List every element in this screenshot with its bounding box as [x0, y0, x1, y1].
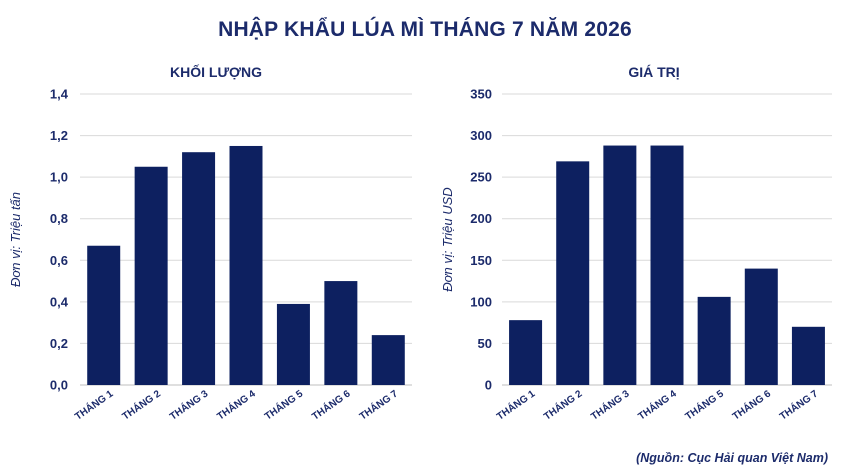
y-tick-label: 150	[470, 253, 492, 268]
y-tick-label: 350	[470, 87, 492, 102]
x-tick-label: THÁNG 5	[682, 387, 726, 423]
x-tick-label: THÁNG 3	[588, 387, 632, 423]
x-tick-label: THÁNG 2	[541, 387, 585, 423]
y-tick-label: 0,0	[50, 378, 68, 393]
y-tick-label: 0,2	[50, 336, 68, 351]
chart-title: GIÁ TRỊ	[628, 64, 679, 80]
y-tick-label: 0,8	[50, 211, 68, 226]
bar	[371, 335, 405, 385]
bar	[744, 268, 778, 385]
bar	[603, 145, 637, 385]
bar	[229, 145, 263, 385]
y-tick-label: 0,6	[50, 253, 68, 268]
chart-title: KHỐI LƯỢNG	[170, 63, 262, 80]
bar	[791, 326, 825, 385]
y-tick-label: 300	[470, 128, 492, 143]
y-tick-label: 1,2	[50, 128, 68, 143]
x-tick-label: THÁNG 4	[635, 387, 679, 423]
page-title: NHẬP KHẨU LÚA MÌ THÁNG 7 NĂM 2026	[218, 18, 632, 41]
bar	[324, 281, 358, 385]
bar	[182, 152, 216, 385]
y-tick-label: 1,0	[50, 170, 68, 185]
y-tick-label: 50	[478, 336, 492, 351]
bar	[697, 296, 731, 385]
bar	[509, 320, 543, 385]
y-tick-label: 0	[485, 378, 492, 393]
y-axis-label: Đơn vị: Triệu USD	[440, 187, 455, 291]
y-tick-label: 200	[470, 211, 492, 226]
y-tick-label: 100	[470, 294, 492, 309]
x-tick-label: THÁNG 6	[730, 387, 774, 423]
y-tick-label: 0,4	[50, 294, 69, 309]
x-tick-label: THÁNG 7	[777, 387, 821, 423]
x-tick-label: THÁNG 1	[494, 387, 538, 423]
y-tick-label: 1,4	[50, 87, 69, 102]
y-axis-label: Đơn vị: Triệu tấn	[8, 192, 23, 287]
y-tick-label: 250	[470, 170, 492, 185]
bar	[650, 145, 684, 385]
bar	[87, 245, 121, 385]
bar	[276, 303, 310, 385]
source-note: (Nguồn: Cục Hải quan Việt Nam)	[636, 451, 828, 465]
bar	[134, 166, 168, 385]
bar	[556, 161, 590, 385]
